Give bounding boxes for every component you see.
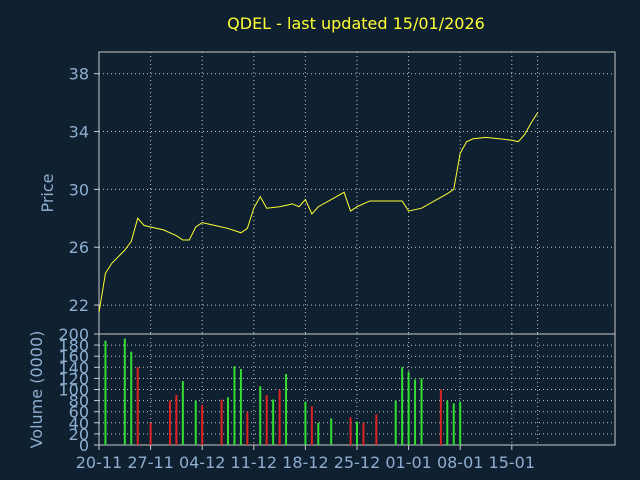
price-line: [98, 112, 539, 313]
x-tick-label: 27-11: [127, 453, 174, 472]
volume-tick-label: 120: [58, 369, 89, 388]
volume-tick-label: 180: [58, 336, 89, 355]
volume-tick-label: 200: [58, 325, 89, 344]
volume-axis-label: Volume (0000): [27, 331, 46, 449]
price-frame: [98, 51, 616, 335]
x-tick-label: 04-12: [179, 453, 226, 472]
volume-tick-label: 60: [69, 403, 89, 422]
x-tick-label: 25-12: [334, 453, 381, 472]
x-tick-label: 18-12: [282, 453, 329, 472]
x-tick-label: 11-12: [231, 453, 278, 472]
x-tick-label: 20-11: [76, 453, 123, 472]
price-tick-label: 26: [69, 238, 89, 257]
x-axis: 20-11 27-11 04-12 11-12 18-12 25-12 01-01 08-01…: [76, 445, 535, 472]
price-tick-label: 30: [69, 180, 89, 199]
volume-tick-label: 20: [69, 425, 89, 444]
volume-tick-label: 140: [58, 358, 89, 377]
x-tick-label: 08-01: [437, 453, 484, 472]
chart-title: QDEL - last updated 15/01/2026: [227, 14, 485, 33]
price-axis-label: Price: [38, 173, 57, 212]
volume-tick-label: 40: [69, 414, 89, 433]
volume-tick-label: 80: [69, 392, 89, 411]
x-tick-label: 15-01: [489, 453, 536, 472]
price-tick-label: 34: [69, 123, 89, 142]
price-tick-label: 22: [69, 296, 89, 315]
x-tick-label: 01-01: [385, 453, 432, 472]
volume-tick-label: 0: [79, 436, 89, 455]
price-panel: 22 26 30 34 38 Price: [38, 51, 616, 335]
volume-tick-label: 160: [58, 347, 89, 366]
price-tick-label: 38: [69, 65, 89, 84]
volume-tick-label: 100: [58, 381, 89, 400]
